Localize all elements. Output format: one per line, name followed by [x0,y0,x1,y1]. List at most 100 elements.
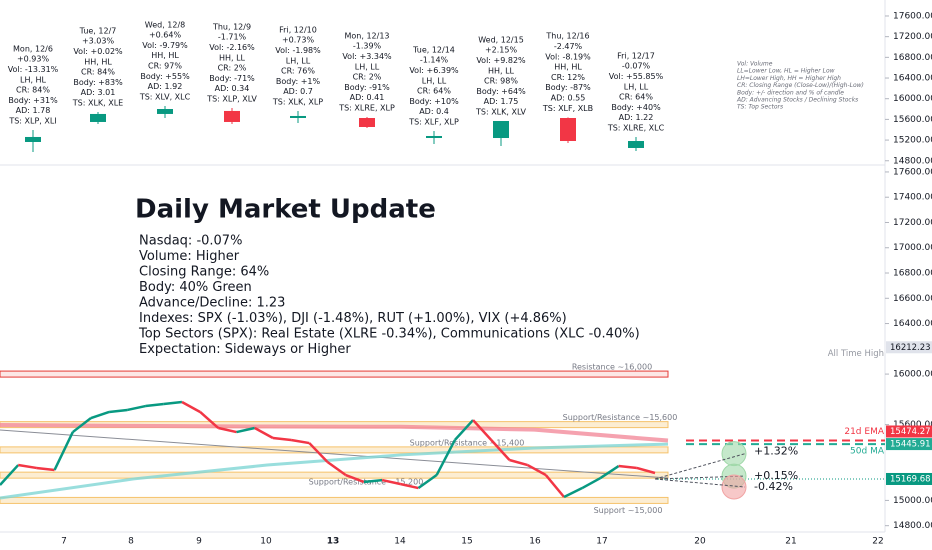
y-tick-label: 17200.00 [893,32,932,42]
day-note: Vol: +6.39% [409,66,459,75]
day-note: TS: XLP, XLI [8,116,56,125]
day-note: Vol: -9.79% [142,41,188,50]
level-band [0,446,669,454]
trendline [0,429,669,479]
price-segment [36,466,55,472]
candle-body [359,117,375,127]
y-tick-label: 17600.00 [893,167,932,177]
day-note: Mon, 12/13 [344,31,389,40]
day-note: TS: XLF, XLB [542,104,593,113]
price-tag [886,341,932,354]
day-note: Vol: +0.02% [73,47,123,56]
legend-note: TS: Top Sectors [737,104,783,111]
level-band [0,471,669,479]
note-line: Expectation: Sideways or Higher [139,342,351,357]
day-note: +0.73% [282,36,315,45]
y-tick-label: 16800.00 [893,269,932,279]
note-line: Indexes: SPX (-1.03%), DJI (-1.48%), RUT… [139,311,567,326]
price-segment [599,465,620,480]
day-note: Body: +40% [611,103,661,112]
price-segment [163,400,183,406]
day-note: Wed, 12/15 [478,35,524,44]
day-note: CR: 2% [218,64,247,73]
price-segment [581,476,602,490]
price-tag [886,425,932,438]
day-note: LH, HL [20,75,47,84]
price-segment [53,431,74,471]
note-line: Closing Range: 64% [139,265,269,280]
price-segment [453,419,474,441]
day-note: Body: -87% [545,83,591,92]
level-label: Support/Resistance ~15,400 [410,438,525,447]
price-segment [145,402,164,408]
projection-label: +0.15% [754,469,798,482]
price-segment [290,438,310,445]
y-tick-label: 17400.00 [893,193,932,203]
x-tick-label: 20 [694,537,706,547]
day-note: -1.14% [420,56,449,65]
day-note: Fri, 12/10 [279,25,317,34]
day-note: HH, HL [554,63,582,72]
y-tick-label: 16000.00 [893,370,932,380]
day-note: Thu, 12/16 [545,32,589,41]
day-note: CR: 98% [484,77,518,86]
day-note: AD: 1.22 [619,113,654,122]
price-segment [109,408,128,414]
day-note: TS: XLK, XLE [72,98,123,107]
day-note: +2.15% [485,46,518,55]
y-tick-label: 15600.00 [893,115,932,125]
y-tick-label: 16800.00 [893,53,932,63]
price-segment [472,419,493,441]
day-note: AD: 0.55 [551,94,586,103]
ath-label: All Time High [828,349,884,359]
day-note: -0.07% [622,62,651,71]
note-line: Body: 40% Green [139,280,252,295]
day-note: CR: 64% [417,87,451,96]
y-tick-label: 16600.00 [893,294,932,304]
day-note: Vol: -2.16% [209,43,255,52]
y-tick-label: 15600.00 [893,420,932,430]
price-segment [17,463,37,470]
legend-note: AD: Advancing Stocks / Declining Stocks [736,97,858,104]
day-note: Body: +10% [409,97,459,106]
x-tick-label: 17 [596,537,607,547]
day-note: Mon, 12/6 [13,44,53,53]
note-line: Nasdaq: -0.07% [139,234,242,249]
price-segment [527,463,547,477]
y-tick-label: 17000.00 [893,243,932,253]
level-label: Support/Resistance ~15,600 [563,413,678,422]
day-note: HH, LL [219,53,246,62]
price-segment [345,473,365,484]
day-note: Vol: +9.82% [476,56,526,65]
price-segment [127,404,146,412]
price-segment [272,436,292,442]
price-segment [72,417,92,434]
note-line: Top Sectors (SPX): Real Estate (XLRE -0.… [138,327,640,342]
day-note: HH, HL [151,51,179,60]
day-note: AD: 0.4 [419,107,449,116]
legend-note: CR: Closing Range (Close-Low)/(High-Low) [737,82,864,89]
price-segment [544,474,565,498]
day-note: Fri, 12/17 [617,51,655,60]
price-tag-label: 16212.23 [890,343,931,353]
day-note: AD: 1.75 [484,97,519,106]
y-tick-label: 15200.00 [893,136,932,146]
day-note: Vol: +3.34% [342,52,392,61]
day-note: Body: +55% [140,72,190,81]
day-note: Tue, 12/7 [79,26,117,35]
legend-note: Vol: Volume [737,61,773,68]
day-note: Body: +64% [476,87,526,96]
day-note: AD: 1.78 [16,106,51,115]
y-tick-label: 17600.00 [893,11,932,21]
y-tick-label: 14800.00 [893,521,932,531]
x-tick-label: 15 [461,537,472,547]
day-note: TS: XLRE, XLC [607,123,665,132]
legend-note: LL=Lower Low, HL = Higher Low [737,68,835,75]
x-tick-label: 16 [529,537,541,547]
day-note: Body: +1% [276,77,321,86]
day-note: CR: 64% [619,93,653,102]
day-note: -1.71% [218,33,247,42]
series-label: 21d EMA [844,427,884,437]
